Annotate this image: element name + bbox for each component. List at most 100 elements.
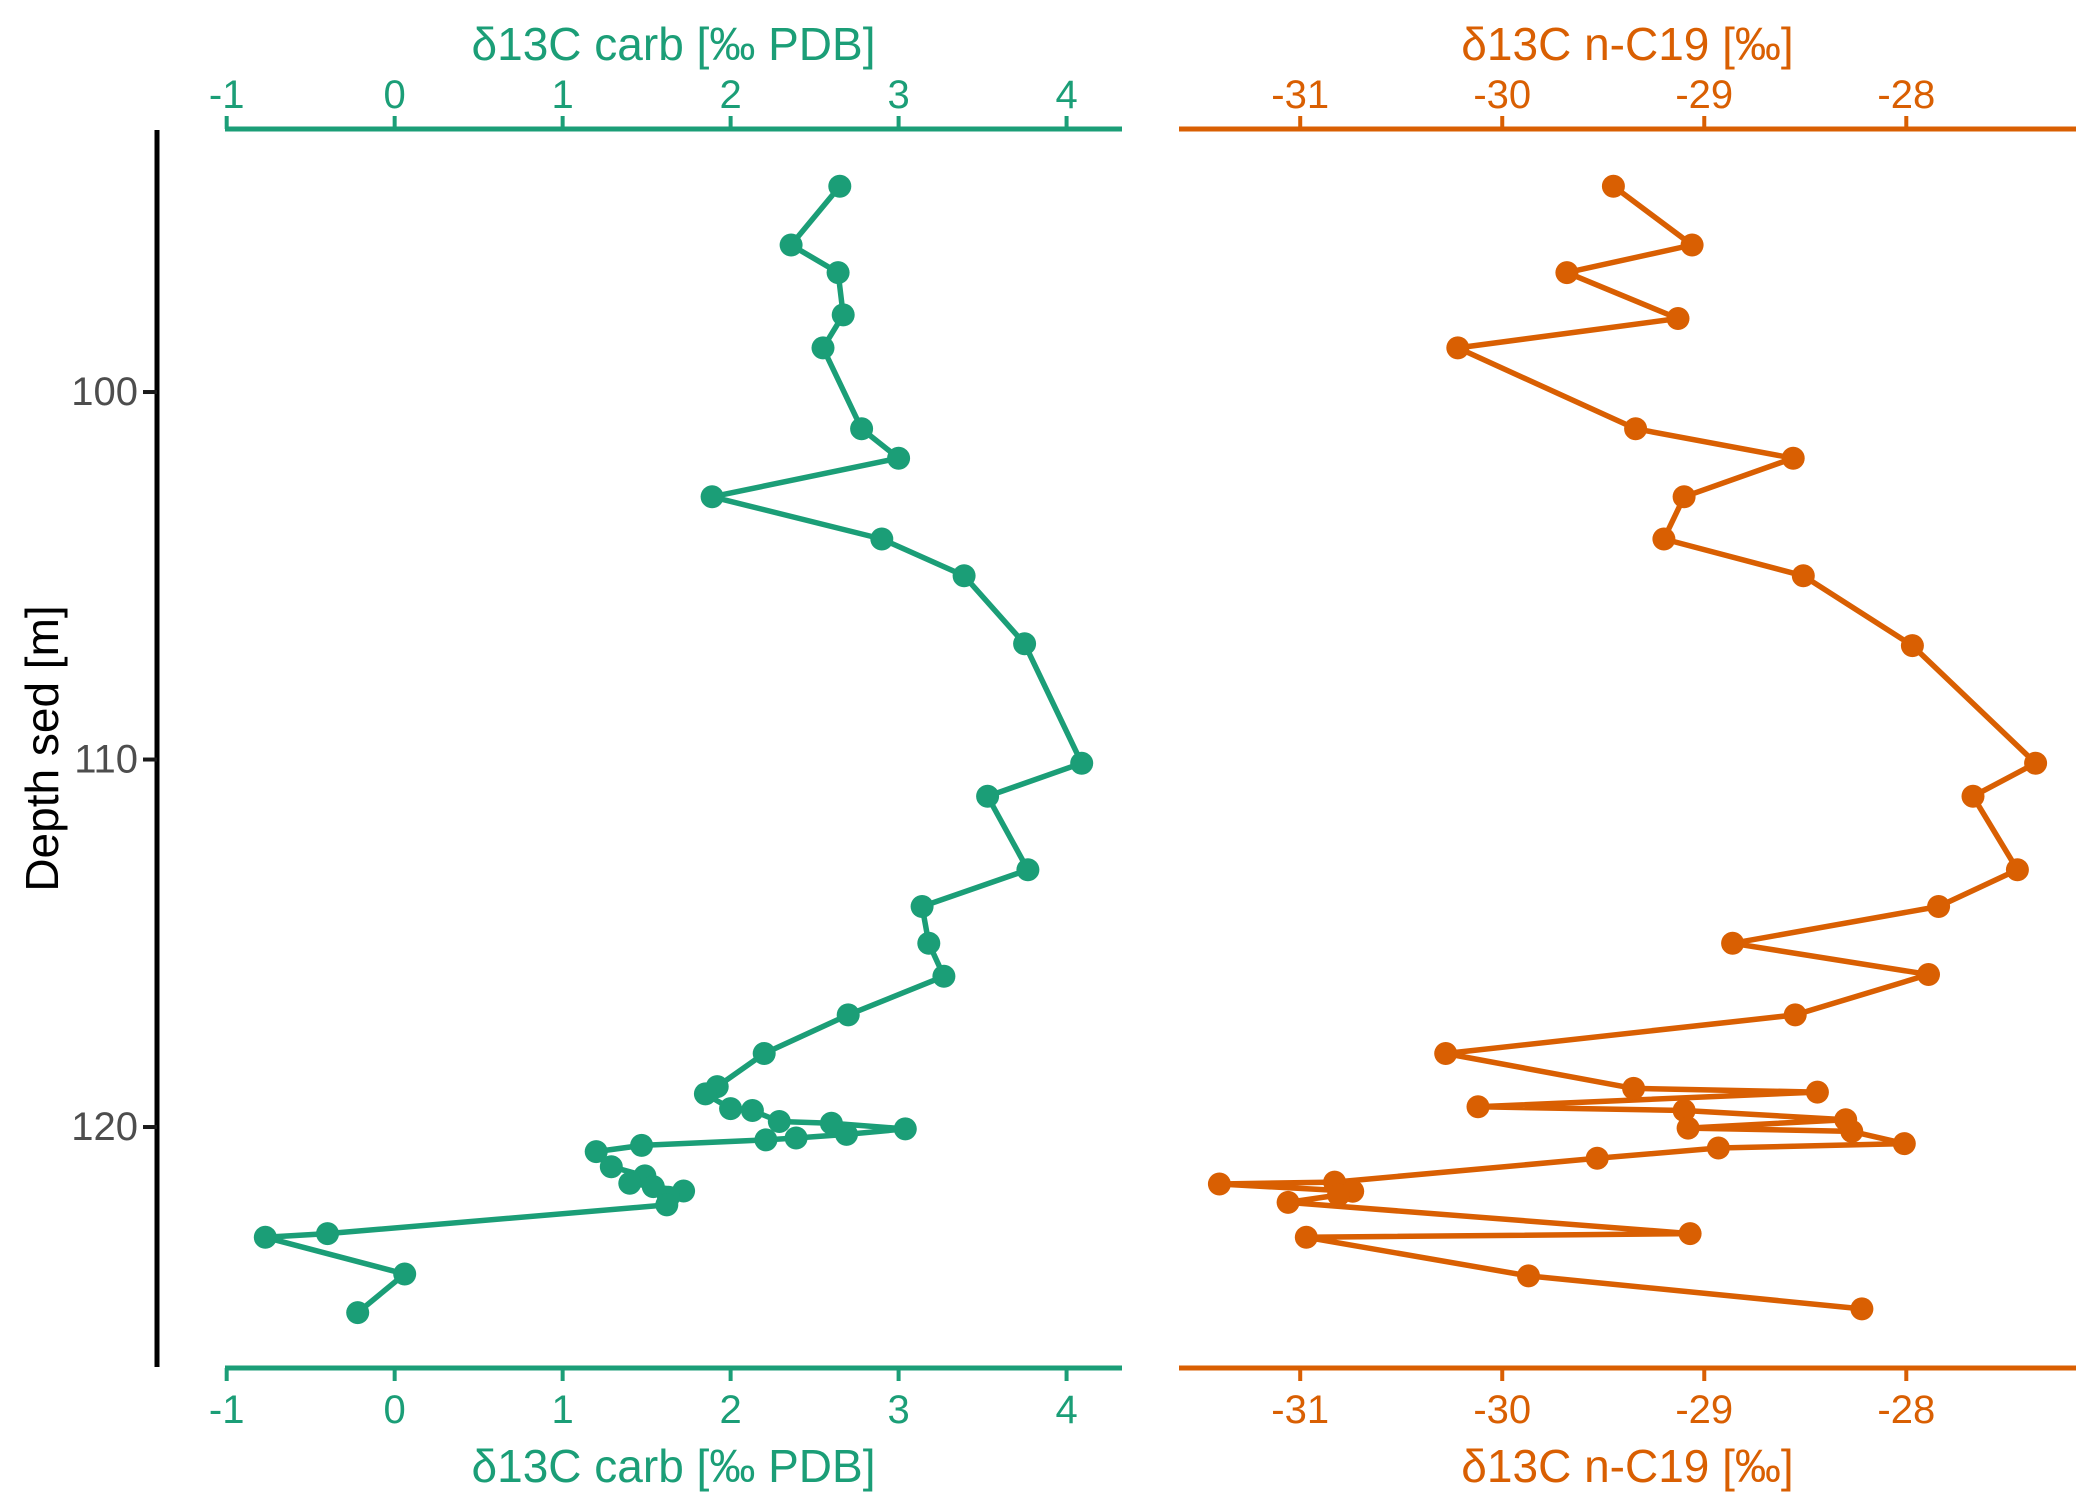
data-point <box>1517 1264 1540 1288</box>
y-axis: 100 110 120 Depth sed [m] <box>16 130 160 1367</box>
data-point <box>910 895 934 918</box>
x-axis-tick-label: -1 <box>209 1388 245 1432</box>
data-point <box>1601 174 1625 198</box>
data-point <box>1680 233 1704 257</box>
x-axis-tick-label: -31 <box>1271 73 1329 117</box>
data-point <box>740 1099 764 1122</box>
data-point <box>1466 1095 1490 1119</box>
data-point <box>253 1225 277 1249</box>
data-point <box>2005 858 2029 882</box>
x-axis-tick-label: -29 <box>1675 73 1733 117</box>
data-point <box>1676 1116 1700 1140</box>
data-point <box>599 1155 623 1179</box>
data-point <box>952 564 976 588</box>
data-point <box>1961 784 1985 808</box>
x-axis-tick-label: -31 <box>1271 1388 1329 1432</box>
data-point <box>1672 1099 1696 1122</box>
x-axis-tick-label: -1 <box>209 73 245 117</box>
data-point <box>752 1042 776 1065</box>
y-axis-tick-label: 110 <box>74 738 138 782</box>
data-point <box>1706 1136 1730 1160</box>
x-axis-tick-label: 4 <box>1055 73 1077 117</box>
data-point <box>630 1133 654 1157</box>
data-point <box>1805 1080 1829 1104</box>
data-point <box>1622 1076 1646 1100</box>
data-point <box>1678 1222 1702 1246</box>
data-point <box>779 233 803 257</box>
data-point <box>584 1140 608 1164</box>
data-point <box>767 1110 791 1133</box>
data-point <box>754 1128 778 1152</box>
data-point <box>1624 417 1648 441</box>
data-point <box>618 1171 642 1195</box>
x-axis-tick-label: 1 <box>552 1388 574 1432</box>
x-axis-tick-label: 2 <box>719 73 741 117</box>
data-point <box>1207 1172 1231 1196</box>
x-axis-tick-label: -30 <box>1473 1388 1531 1432</box>
data-point <box>1652 527 1676 551</box>
data-point <box>887 446 911 470</box>
data-point <box>346 1301 370 1325</box>
data-point <box>393 1262 417 1286</box>
y-axis-tick-label: 100 <box>71 370 138 414</box>
data-point <box>693 1082 717 1106</box>
data-point <box>1917 963 1940 986</box>
x-axis-tick-label: 3 <box>887 1388 909 1432</box>
x-axis-tick-label: 3 <box>887 73 909 117</box>
data-point <box>836 1003 860 1027</box>
data-point <box>655 1193 679 1217</box>
data-point <box>1721 931 1745 955</box>
data-point <box>700 485 724 509</box>
x-axis-tick-label: -28 <box>1877 1388 1935 1432</box>
data-point <box>1555 261 1579 285</box>
data-point <box>1927 895 1951 918</box>
data-point <box>1850 1297 1874 1321</box>
data-point <box>1783 1003 1807 1027</box>
data-point <box>1666 307 1690 330</box>
data-point <box>1840 1119 1864 1143</box>
data-point <box>1013 632 1037 656</box>
data-point <box>1672 485 1696 509</box>
y-axis-tick-label: 120 <box>71 1105 138 1149</box>
data-point <box>316 1222 339 1246</box>
data-point <box>1434 1042 1458 1065</box>
left-series-line <box>262 183 1085 1316</box>
data-point <box>870 527 894 551</box>
x-axis-title-bottom: δ13C n-C19 [‰] <box>1461 1440 1793 1492</box>
x-axis-tick-label: 1 <box>552 73 574 117</box>
data-point <box>1892 1132 1916 1156</box>
x-axis-tick-label: -29 <box>1675 1388 1733 1432</box>
x-axis-title-bottom: δ13C carb [‰ PDB] <box>472 1440 876 1492</box>
data-point <box>835 1122 858 1146</box>
x-axis-tick-label: 2 <box>719 1388 741 1432</box>
data-point <box>1900 634 1924 658</box>
data-point <box>932 964 956 988</box>
left-panel: -1 -1 0 0 1 1 2 2 3 3 4 4 δ13C carb [‰ PDB] δ13C carb… <box>209 18 1122 1492</box>
y-axis-title: Depth sed [m] <box>16 605 68 891</box>
data-point <box>831 303 855 327</box>
data-point <box>828 174 852 198</box>
data-point <box>976 784 1000 808</box>
data-point <box>719 1097 743 1121</box>
data-point <box>1781 446 1805 470</box>
data-point <box>893 1117 917 1141</box>
x-axis-tick-label: 0 <box>384 1388 406 1432</box>
x-axis-title-top: δ13C carb [‰ PDB] <box>472 18 876 70</box>
data-point <box>850 417 874 441</box>
data-point <box>784 1126 808 1150</box>
x-axis-tick-label: 4 <box>1055 1388 1077 1432</box>
data-point <box>826 261 850 285</box>
data-point <box>1327 1183 1351 1207</box>
data-point <box>1276 1190 1300 1214</box>
data-point <box>2024 751 2048 775</box>
right-panel: -31 -31 -30 -30 -29 -29 -28 -28 δ13C n-C19 [‰] δ1… <box>1179 18 2076 1492</box>
data-point <box>811 336 835 360</box>
data-point <box>917 931 941 955</box>
data-point <box>1070 751 1094 775</box>
x-axis-tick-label: -30 <box>1473 73 1531 117</box>
data-point <box>1016 858 1040 882</box>
data-point <box>1585 1146 1609 1170</box>
data-point <box>1294 1225 1318 1249</box>
